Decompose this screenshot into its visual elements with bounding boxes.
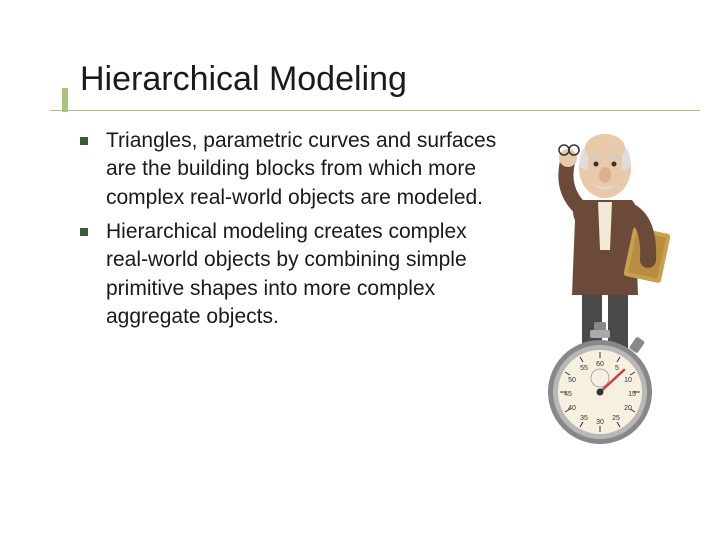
svg-text:5: 5 — [615, 365, 619, 372]
bullet-text: Triangles, parametric curves and surface… — [106, 127, 500, 212]
svg-text:40: 40 — [568, 405, 576, 412]
svg-text:50: 50 — [568, 377, 576, 384]
bullet-marker-icon — [80, 137, 88, 145]
bullet-item: Triangles, parametric curves and surface… — [80, 127, 500, 212]
title-accent-bar — [62, 88, 68, 112]
slide-container: Hierarchical Modeling Triangles, paramet… — [0, 0, 720, 540]
svg-text:55: 55 — [580, 365, 588, 372]
svg-text:15: 15 — [628, 391, 636, 398]
bullet-marker-icon — [80, 228, 88, 236]
svg-text:35: 35 — [580, 415, 588, 422]
svg-text:25: 25 — [612, 415, 620, 422]
stopwatch-illustration: 60 5 10 15 20 25 30 35 40 45 50 55 — [540, 320, 660, 450]
bullet-item: Hierarchical modeling creates complex re… — [80, 218, 500, 331]
svg-text:60: 60 — [596, 361, 604, 368]
svg-text:30: 30 — [596, 419, 604, 426]
bullet-text: Hierarchical modeling creates complex re… — [106, 218, 500, 331]
slide-title: Hierarchical Modeling — [80, 60, 680, 99]
svg-text:20: 20 — [624, 405, 632, 412]
svg-text:10: 10 — [624, 377, 632, 384]
illustration-region: 60 5 10 15 20 25 30 35 40 45 50 55 — [500, 110, 700, 490]
svg-text:45: 45 — [564, 391, 572, 398]
title-region: Hierarchical Modeling — [80, 60, 680, 99]
bullet-list: Triangles, parametric curves and surface… — [80, 127, 500, 337]
